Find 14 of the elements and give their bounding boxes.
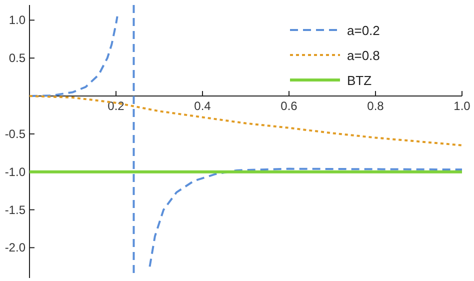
y-tick-label: -1.0 <box>4 164 26 179</box>
y-tick-label: 0.5 <box>8 51 26 66</box>
legend-label: a=0.8 <box>347 48 380 63</box>
x-tick-label: 0.2 <box>108 99 125 113</box>
x-tick-label: 0.6 <box>280 99 298 113</box>
x-tick-label: 0.8 <box>367 99 384 113</box>
legend-label: BTZ <box>347 73 372 88</box>
x-tick-label: 0.4 <box>194 99 212 113</box>
y-tick-label: -0.5 <box>4 126 26 141</box>
legend-label: a=0.2 <box>347 23 380 38</box>
y-tick-label: -2.0 <box>4 240 26 255</box>
x-tick-label: 1.0 <box>454 99 471 113</box>
y-tick-label: 1.0 <box>8 13 26 28</box>
y-tick-label: -1.5 <box>4 202 26 217</box>
